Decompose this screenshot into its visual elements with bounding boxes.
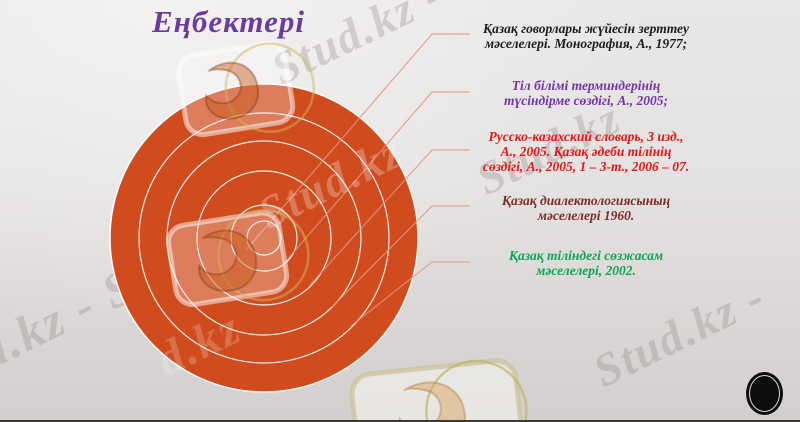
connector-work-2 — [285, 91, 470, 262]
work-item-5: Қазақ тіліндегі сөзжасам мәселелері, 200… — [455, 248, 717, 278]
work-item-1: Қазақ говорлары жүйесін зерттеу мәселеле… — [455, 21, 717, 51]
work-item-line: мәселелері 1960. — [537, 208, 635, 223]
work-item-line: мәселелері. Монография, А., 1977; — [484, 36, 688, 51]
work-item-line: Тіл білімі терминдерінің — [511, 78, 661, 93]
work-item-line: Қазақ диалектологиясының — [501, 193, 671, 208]
work-item-4: Қазақ диалектологиясының мәселелері 1960… — [455, 193, 717, 223]
black-round-seal-icon — [746, 372, 783, 415]
work-item-line: сөздігі, А., 2005, 1 – 3-т., 2006 – 07. — [482, 159, 690, 174]
work-item-line: Қазақ тіліндегі сөзжасам — [508, 248, 664, 263]
work-item-2: Тіл білімі терминдерінің түсіндірме сөзд… — [455, 78, 717, 108]
work-item-line: түсіндірме сөздігі, А., 2005; — [503, 93, 669, 108]
work-item-3: Русско-казахский словарь, 3 изд., А., 20… — [455, 129, 717, 174]
slide-title: Еңбектері — [152, 4, 305, 39]
connector-work-1 — [245, 33, 470, 251]
seal-inner-ring — [749, 375, 780, 412]
work-item-line: Русско-казахский словарь, 3 изд., — [488, 129, 684, 144]
target-outer-circle — [109, 83, 419, 393]
connector-work-5 — [350, 261, 470, 327]
connector-work-4 — [331, 205, 470, 308]
work-item-line: Қазақ говорлары жүйесін зерттеу — [482, 21, 690, 36]
callout-connector-lines — [245, 33, 470, 327]
work-item-line: А., 2005. Қазақ әдеби тілінің — [500, 144, 672, 159]
work-item-line: мәселелері, 2002. — [536, 263, 636, 278]
connector-work-3 — [309, 149, 470, 286]
